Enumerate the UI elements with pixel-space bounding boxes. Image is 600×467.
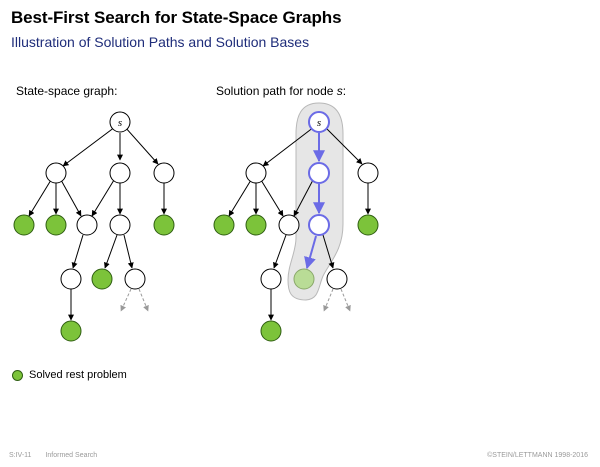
path-node <box>309 215 329 235</box>
dashed-edge <box>139 289 148 311</box>
solved-legend-dot <box>12 370 23 381</box>
solved-node <box>214 215 234 235</box>
graph-node <box>327 269 347 289</box>
solution-path-solved-node <box>294 269 314 289</box>
dashed-edge <box>324 289 333 311</box>
root-node-label: s <box>118 117 122 129</box>
solved-node <box>358 215 378 235</box>
edge <box>92 180 114 216</box>
edge <box>274 235 286 268</box>
path-node <box>309 163 329 183</box>
graph-node <box>110 163 130 183</box>
edge <box>261 180 283 216</box>
solved-node <box>154 215 174 235</box>
solution-path-graph: s <box>214 103 378 341</box>
dashed-edge <box>121 289 131 311</box>
footer-copyright: ©STEIN/LETTMANN 1998-2016 <box>487 452 588 459</box>
footer-left: S:IV-11 Informed Search <box>9 452 97 459</box>
graph-node <box>279 215 299 235</box>
graph-node <box>110 215 130 235</box>
edge <box>61 180 81 216</box>
graph-node <box>61 269 81 289</box>
solved-node <box>261 321 281 341</box>
graph-node <box>46 163 66 183</box>
graph-node <box>77 215 97 235</box>
graph-node <box>125 269 145 289</box>
graph-node <box>358 163 378 183</box>
edge <box>125 127 158 164</box>
edge <box>229 180 251 216</box>
graph-node <box>246 163 266 183</box>
edge <box>63 127 115 166</box>
graph-node <box>261 269 281 289</box>
slide-code: S:IV-11 <box>9 452 31 459</box>
solved-node <box>61 321 81 341</box>
edge <box>73 235 83 268</box>
legend-label: Solved rest problem <box>29 369 127 381</box>
slide-topic: Informed Search <box>45 452 97 459</box>
legend: Solved rest problem <box>12 369 127 381</box>
edge <box>29 180 51 216</box>
root-node-label: s <box>317 117 321 129</box>
solved-node <box>46 215 66 235</box>
solved-node <box>14 215 34 235</box>
edge <box>105 235 117 268</box>
graph-node <box>154 163 174 183</box>
dashed-edge <box>341 289 350 311</box>
edge <box>124 235 132 268</box>
state-space-graph: s <box>14 112 174 341</box>
solved-node <box>92 269 112 289</box>
solved-node <box>246 215 266 235</box>
